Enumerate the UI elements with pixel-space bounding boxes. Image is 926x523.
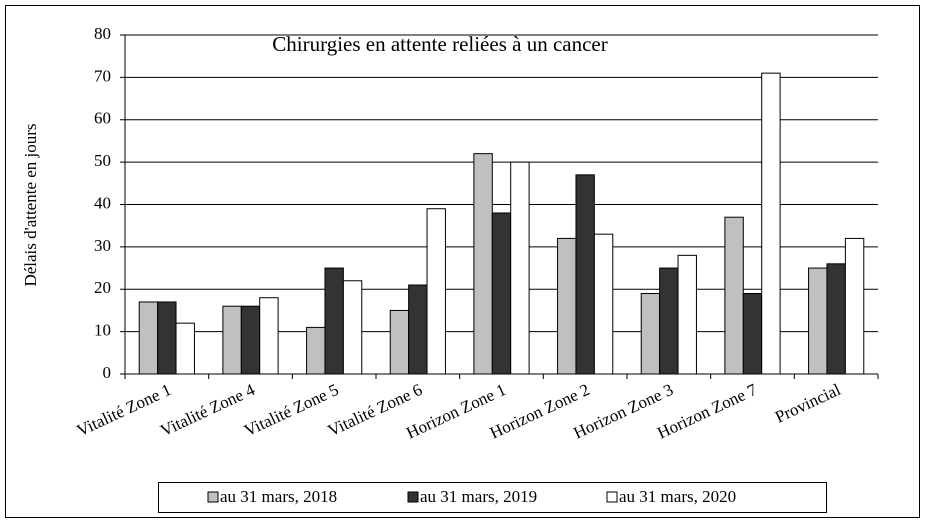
y-tick-label: 0 [103,363,112,382]
y-tick-label: 60 [94,109,111,128]
bar [138,301,159,375]
bar [761,72,781,375]
bar [491,212,512,375]
y-tick-label: 50 [94,151,111,170]
legend-label: au 31 mars, 2020 [619,487,736,506]
bar [389,309,410,375]
bar [510,161,530,375]
bar [557,237,577,375]
bar [640,292,661,375]
y-tick-label: 40 [94,193,111,212]
bar [157,301,177,375]
y-axis-label: Délais d'attente en jours [21,123,40,286]
bar [724,216,744,375]
legend-swatch [606,491,618,503]
y-tick-label: 10 [94,321,111,340]
bar [175,322,195,375]
legend-swatch [407,491,419,503]
legend-box [158,482,827,513]
bar [240,305,261,375]
bar [742,292,763,375]
bar [826,263,846,375]
legend-swatch [207,491,219,503]
y-tick-label: 20 [94,278,111,297]
bar [677,254,697,375]
bar [659,267,679,375]
y-tick-label: 30 [94,236,111,255]
bar [473,153,493,375]
bar [222,305,242,375]
chart-title: Chirurgies en attente reliées à un cance… [272,32,607,56]
bar [426,208,446,375]
legend-label: au 31 mars, 2019 [420,487,537,506]
bar [593,233,614,375]
bar [259,297,279,375]
bar [324,267,344,375]
bar [342,280,363,375]
legend-label: au 31 mars, 2018 [220,487,337,506]
bar [408,284,428,375]
y-tick-label: 80 [94,24,111,43]
bar [575,174,595,375]
y-tick-label: 70 [94,66,111,85]
bar [306,326,326,375]
bar [808,267,828,375]
chart-frame [5,5,920,518]
bar [844,237,865,375]
